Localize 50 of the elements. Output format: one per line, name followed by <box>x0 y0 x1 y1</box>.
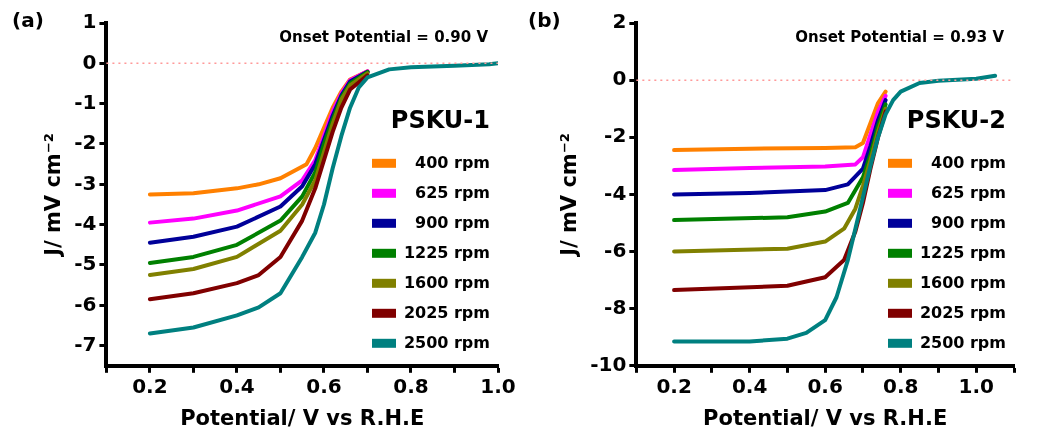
y-tick-label: -4 <box>604 180 627 205</box>
chart-title: (a) <box>12 8 44 33</box>
legend-label: 2025 rpm <box>919 302 1006 322</box>
annotation: Onset Potential = 0.90 V <box>279 28 489 47</box>
x-axis-title: Potential/ V vs R.H.E <box>703 405 948 430</box>
legend-label: 1225 rpm <box>403 242 490 262</box>
y-axis-title: J/ mV cm⁻² <box>41 132 66 258</box>
legend-label: 400 rpm <box>415 152 490 172</box>
x-tick-label: 0.4 <box>219 374 255 398</box>
x-tick-label: 0.2 <box>132 374 168 398</box>
y-tick-label: -5 <box>74 251 97 276</box>
x-tick-label: 1.0 <box>958 374 994 398</box>
x-axis-title: Potential/ V vs R.H.E <box>180 405 425 430</box>
x-tick-label: 0.2 <box>656 374 692 398</box>
y-axis-title: J/ mV cm⁻² <box>557 132 582 258</box>
legend-label: 625 rpm <box>931 182 1006 202</box>
legend-label: 1600 rpm <box>403 272 490 292</box>
legend-label: 625 rpm <box>415 182 490 202</box>
legend-title: PSKU-2 <box>906 106 1006 135</box>
y-tick-label: -8 <box>604 294 627 319</box>
legend-label: 1600 rpm <box>919 272 1006 292</box>
chart-title: (b) <box>528 8 561 33</box>
y-tick-label: 1 <box>82 9 97 34</box>
x-tick-label: 0.8 <box>393 374 429 398</box>
x-tick-label: 0.6 <box>306 374 342 398</box>
annotation: Onset Potential = 0.93 V <box>795 28 1005 47</box>
y-tick-label: -7 <box>74 331 97 356</box>
y-tick-label: 0 <box>612 66 627 91</box>
x-tick-label: 0.8 <box>882 374 919 398</box>
legend-label: 400 rpm <box>931 152 1006 172</box>
legend-label: 2500 rpm <box>919 332 1006 352</box>
y-tick-label: -10 <box>590 352 627 376</box>
legend-label: 2025 rpm <box>403 302 490 322</box>
x-tick-label: 0.6 <box>807 374 843 398</box>
legend-label: 2500 rpm <box>403 332 490 352</box>
legend-title: PSKU-1 <box>390 106 490 135</box>
legend-label: 900 rpm <box>415 212 490 232</box>
x-tick-label: 0.4 <box>731 374 768 398</box>
legend-label: 1225 rpm <box>919 242 1006 262</box>
y-tick-label: 2 <box>612 9 627 34</box>
y-tick-label: -3 <box>74 170 97 195</box>
y-tick-label: -6 <box>74 291 97 316</box>
legend-label: 900 rpm <box>931 212 1006 232</box>
y-tick-label: -2 <box>74 130 97 155</box>
y-tick-label: 0 <box>82 49 97 74</box>
y-tick-label: -1 <box>74 89 97 114</box>
x-tick-label: 1.0 <box>480 374 516 398</box>
y-tick-label: -2 <box>604 123 627 148</box>
y-tick-label: -4 <box>74 210 97 235</box>
y-tick-label: -6 <box>604 237 627 262</box>
